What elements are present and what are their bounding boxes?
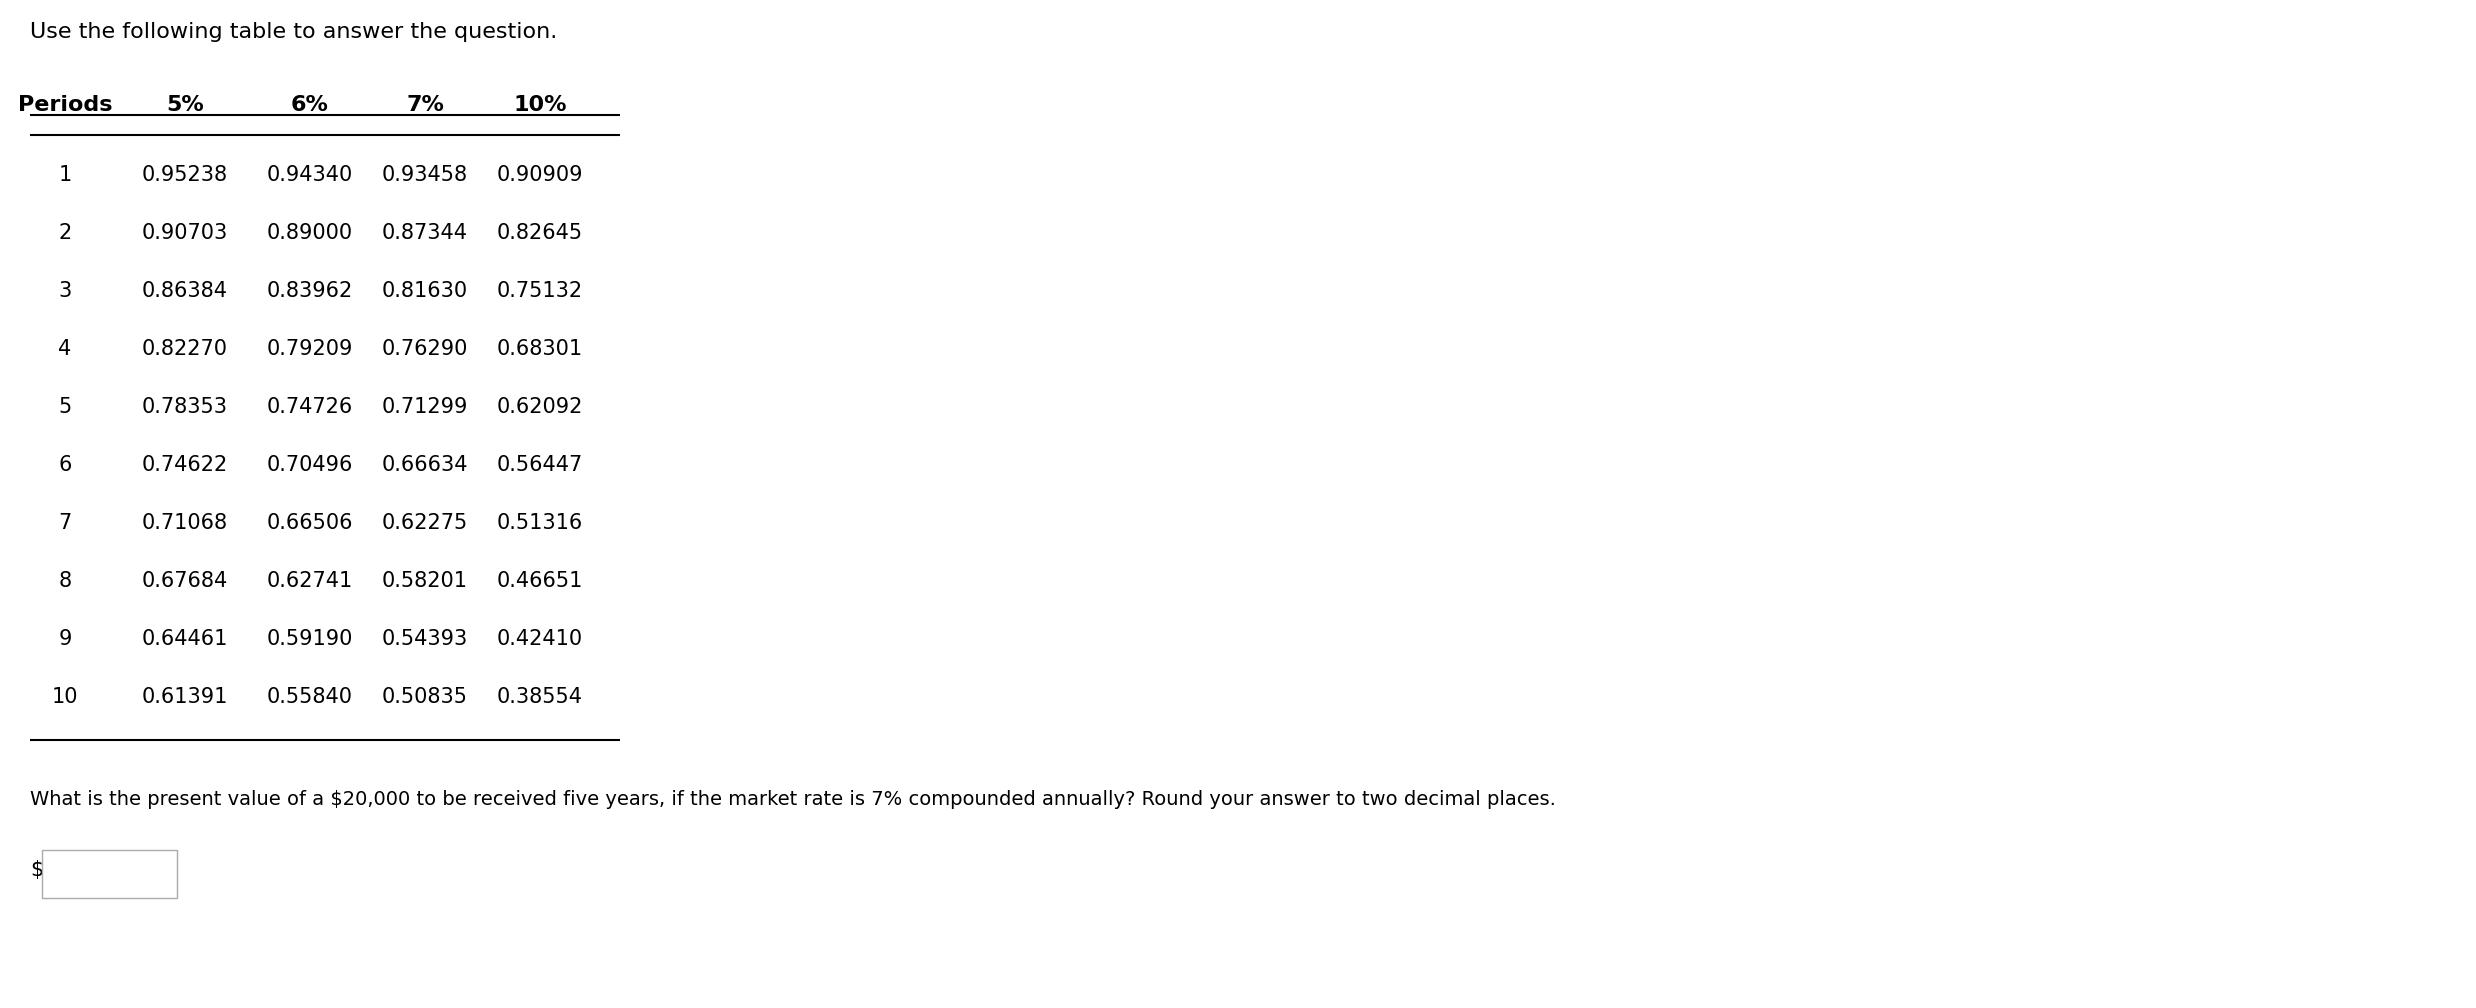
Text: 0.46651: 0.46651 [498, 571, 584, 591]
Text: 10: 10 [52, 687, 79, 707]
Text: 6: 6 [59, 455, 72, 475]
Text: 0.67684: 0.67684 [141, 571, 228, 591]
Text: 0.62275: 0.62275 [381, 513, 468, 533]
Text: 0.54393: 0.54393 [381, 629, 468, 649]
Text: 0.82645: 0.82645 [498, 223, 582, 243]
Text: 5%: 5% [166, 95, 203, 115]
Text: Use the following table to answer the question.: Use the following table to answer the qu… [30, 22, 557, 42]
Text: 4: 4 [59, 339, 72, 359]
Text: What is the present value of a $20,000 to be received five years, if the market : What is the present value of a $20,000 t… [30, 790, 1555, 809]
Text: 0.38554: 0.38554 [498, 687, 582, 707]
Text: 0.62092: 0.62092 [498, 397, 584, 417]
Text: 0.83962: 0.83962 [267, 281, 354, 301]
Text: 6%: 6% [292, 95, 329, 115]
Text: 0.59190: 0.59190 [267, 629, 354, 649]
Text: 0.76290: 0.76290 [381, 339, 468, 359]
Text: 10%: 10% [513, 95, 567, 115]
Text: 0.66506: 0.66506 [267, 513, 354, 533]
Text: 0.90703: 0.90703 [141, 223, 228, 243]
Text: 0.71068: 0.71068 [141, 513, 228, 533]
Text: 0.56447: 0.56447 [498, 455, 584, 475]
Text: 0.93458: 0.93458 [381, 165, 468, 185]
Text: 0.78353: 0.78353 [141, 397, 228, 417]
Text: 0.51316: 0.51316 [498, 513, 584, 533]
Text: 0.62741: 0.62741 [267, 571, 354, 591]
Text: 0.86384: 0.86384 [141, 281, 228, 301]
Text: 0.95238: 0.95238 [141, 165, 228, 185]
Text: 0.82270: 0.82270 [141, 339, 228, 359]
Text: 0.66634: 0.66634 [381, 455, 468, 475]
Text: Periods: Periods [17, 95, 111, 115]
Text: 0.58201: 0.58201 [381, 571, 468, 591]
Text: 7%: 7% [406, 95, 443, 115]
Text: 0.87344: 0.87344 [381, 223, 468, 243]
Text: $: $ [30, 860, 42, 880]
Text: 0.68301: 0.68301 [498, 339, 582, 359]
Text: 2: 2 [59, 223, 72, 243]
Text: 0.50835: 0.50835 [381, 687, 468, 707]
Text: 0.64461: 0.64461 [141, 629, 228, 649]
Text: 0.79209: 0.79209 [267, 339, 354, 359]
Text: 8: 8 [59, 571, 72, 591]
Bar [42, 850, 176, 898]
Text: 0.55840: 0.55840 [267, 687, 354, 707]
Text: 9: 9 [59, 629, 72, 649]
Text: 0.75132: 0.75132 [498, 281, 582, 301]
Text: 1: 1 [59, 165, 72, 185]
Text: 0.42410: 0.42410 [498, 629, 582, 649]
Text: 0.81630: 0.81630 [381, 281, 468, 301]
Text: 0.90909: 0.90909 [498, 165, 584, 185]
Text: 7: 7 [59, 513, 72, 533]
Text: 0.61391: 0.61391 [141, 687, 228, 707]
Text: 0.74622: 0.74622 [141, 455, 228, 475]
Text: 3: 3 [59, 281, 72, 301]
Text: 0.94340: 0.94340 [267, 165, 354, 185]
Text: 0.70496: 0.70496 [267, 455, 354, 475]
Text: 0.71299: 0.71299 [381, 397, 468, 417]
Text: 0.89000: 0.89000 [267, 223, 354, 243]
Text: 0.74726: 0.74726 [267, 397, 354, 417]
Text: 5: 5 [59, 397, 72, 417]
